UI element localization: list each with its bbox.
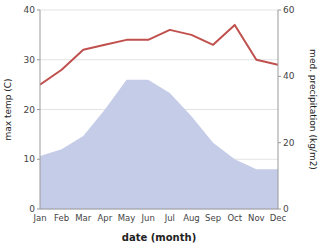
grid-line	[40, 10, 278, 11]
y-tick-label: 10	[24, 154, 36, 164]
x-tick-label: Jan	[32, 213, 46, 223]
area	[40, 80, 278, 209]
y-tick-label: 20	[24, 105, 36, 115]
x-tick-label: Jun	[141, 213, 155, 223]
x-tick-label: Apr	[98, 213, 113, 223]
x-tick-label: Feb	[54, 213, 69, 223]
y-tick	[37, 209, 40, 210]
plot-area	[40, 25, 278, 209]
y-tick	[37, 59, 40, 60]
y2-tick-label: 40	[283, 71, 295, 81]
y2-tick-label: 60	[283, 5, 295, 15]
chart-container: 0102030400204060JanFebMarAprMayJunJulAug…	[0, 0, 318, 247]
grid	[40, 10, 278, 209]
chart-svg: 0102030400204060JanFebMarAprMayJunJulAug…	[0, 0, 318, 247]
x-axis-label: date (month)	[122, 232, 196, 243]
y-tick	[37, 159, 40, 160]
grid-line	[40, 209, 278, 210]
x-tick-label: Aug	[183, 213, 200, 223]
y2-axis-label: med. precipitation (kg/m2)	[308, 49, 318, 170]
y-axis-label: max temp (C)	[3, 78, 13, 140]
x-tick-label: May	[118, 213, 136, 223]
line	[40, 25, 278, 85]
grid-line	[40, 59, 278, 60]
x-tick-label: Oct	[227, 213, 242, 223]
y-tick	[37, 109, 40, 110]
y2-axis-line	[278, 10, 279, 209]
y-tick-label: 30	[24, 55, 36, 65]
x-tick-label: Sep	[205, 213, 221, 223]
y2-tick	[278, 76, 281, 77]
axes: 0102030400204060JanFebMarAprMayJunJulAug…	[24, 5, 295, 223]
y2-tick	[278, 209, 281, 210]
y-tick	[37, 10, 40, 11]
x-tick-label: Dec	[270, 213, 287, 223]
x-tick-label: Mar	[75, 213, 92, 223]
x-tick-label: Nov	[248, 213, 265, 223]
y2-tick	[278, 10, 281, 11]
y-tick-label: 40	[24, 5, 36, 15]
y2-tick-label: 20	[283, 138, 295, 148]
x-tick-label: Jul	[164, 213, 175, 223]
y2-tick	[278, 142, 281, 143]
x-axis-line	[40, 209, 278, 210]
